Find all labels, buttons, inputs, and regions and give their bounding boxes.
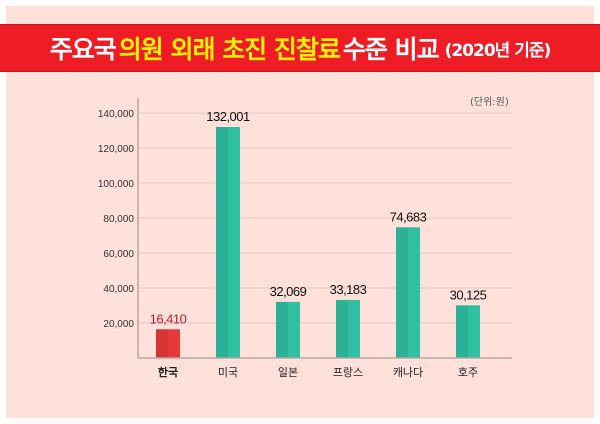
bar-shade-2 <box>276 301 288 358</box>
y-tick-label: 40,000 <box>103 284 134 295</box>
title-note: (2020년 기준) <box>444 40 552 61</box>
title-highlight: 의원 외래 초진 진찰료 <box>118 35 341 64</box>
value-label: 30,125 <box>450 287 487 302</box>
y-tick-label: 20,000 <box>103 319 134 330</box>
unit-label: (단위:원) <box>470 97 509 108</box>
bar-shade-5 <box>456 305 468 358</box>
x-tick-label: 한국 <box>158 365 178 379</box>
bar-shade-0 <box>156 329 168 358</box>
bar-1 <box>216 126 240 358</box>
y-tick-label: 80,000 <box>103 214 134 225</box>
x-tick-label: 미국 <box>218 366 238 379</box>
y-tick-label: 100,000 <box>98 179 135 190</box>
value-label: 33,183 <box>330 282 367 297</box>
x-tick-label: 프랑스 <box>333 366 363 379</box>
bar-shade-4 <box>396 227 408 358</box>
bar-shade-1 <box>216 126 228 358</box>
bar-3 <box>336 299 360 358</box>
title-part1: 주요국 <box>49 35 117 64</box>
bar-4 <box>396 227 420 358</box>
value-label: 74,683 <box>390 209 427 224</box>
x-tick-label: 일본 <box>278 365 298 379</box>
bar-0 <box>156 329 180 358</box>
bar-5 <box>456 305 480 358</box>
y-tick-label: 140,000 <box>98 109 135 120</box>
y-tick-label: 120,000 <box>98 144 135 155</box>
value-label: 16,410 <box>150 311 187 326</box>
x-tick-label: 호주 <box>458 366 478 379</box>
value-label: 32,069 <box>270 284 307 299</box>
title-banner: 주요국 의원 외래 초진 진찰료 수준 비교 (2020년 기준) <box>0 24 600 72</box>
bar-shade-3 <box>336 299 348 358</box>
x-tick-label: 캐나다 <box>393 366 423 379</box>
value-label: 132,001 <box>206 109 250 124</box>
title-part2: 수준 비교 <box>342 35 440 64</box>
bar-2 <box>276 301 300 358</box>
y-tick-label: 60,000 <box>103 249 134 260</box>
